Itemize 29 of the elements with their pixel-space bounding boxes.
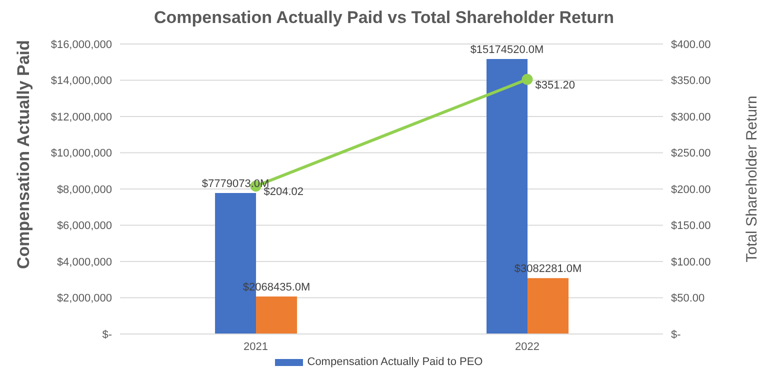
y-tick-label: $16,000,000	[50, 38, 112, 51]
y2-tick-label: $400.00	[671, 38, 711, 51]
bar	[528, 278, 569, 334]
data-label: $15174520.0M	[470, 44, 544, 56]
y2-tick-label: $300.00	[671, 111, 711, 124]
y2-tick-label: $-	[671, 328, 682, 341]
y-tick-label: $-	[102, 328, 112, 341]
data-label: $351.20	[535, 79, 576, 92]
x-tick-label: 2021	[244, 340, 268, 353]
data-label: $204.02	[264, 186, 304, 198]
y2-tick-label: $50.00	[671, 292, 705, 305]
y2-tick-label: $250.00	[671, 148, 711, 160]
y-tick-label: $2,000,000	[56, 292, 112, 305]
y-tick-label: $10,000,000	[50, 148, 112, 160]
x-tick-label: 2022	[515, 340, 540, 353]
y-tick-label: $12,000,000	[50, 111, 112, 124]
y-tick-label: $6,000,000	[56, 220, 112, 232]
y2-tick-label: $200.00	[671, 184, 711, 196]
y2-tick-label: $150.00	[671, 220, 711, 232]
y-axis-title: Compensation Actually Paid	[14, 40, 34, 269]
chart-title: Compensation Actually Paid vs Total Shareholder Return	[152, 8, 616, 28]
y-tick-label: $14,000,000	[50, 75, 112, 88]
y-tick-label: $4,000,000	[56, 256, 112, 268]
y2-tick-label: $100.00	[671, 256, 711, 268]
y-tick-label: $8,000,000	[56, 184, 112, 196]
legend-label: Compensation Actually Paid to PEO	[306, 356, 483, 368]
y2-tick-label: $350.00	[671, 75, 711, 88]
bar	[256, 296, 298, 334]
y2-axis-title: Total Shareholder Return	[743, 96, 760, 262]
